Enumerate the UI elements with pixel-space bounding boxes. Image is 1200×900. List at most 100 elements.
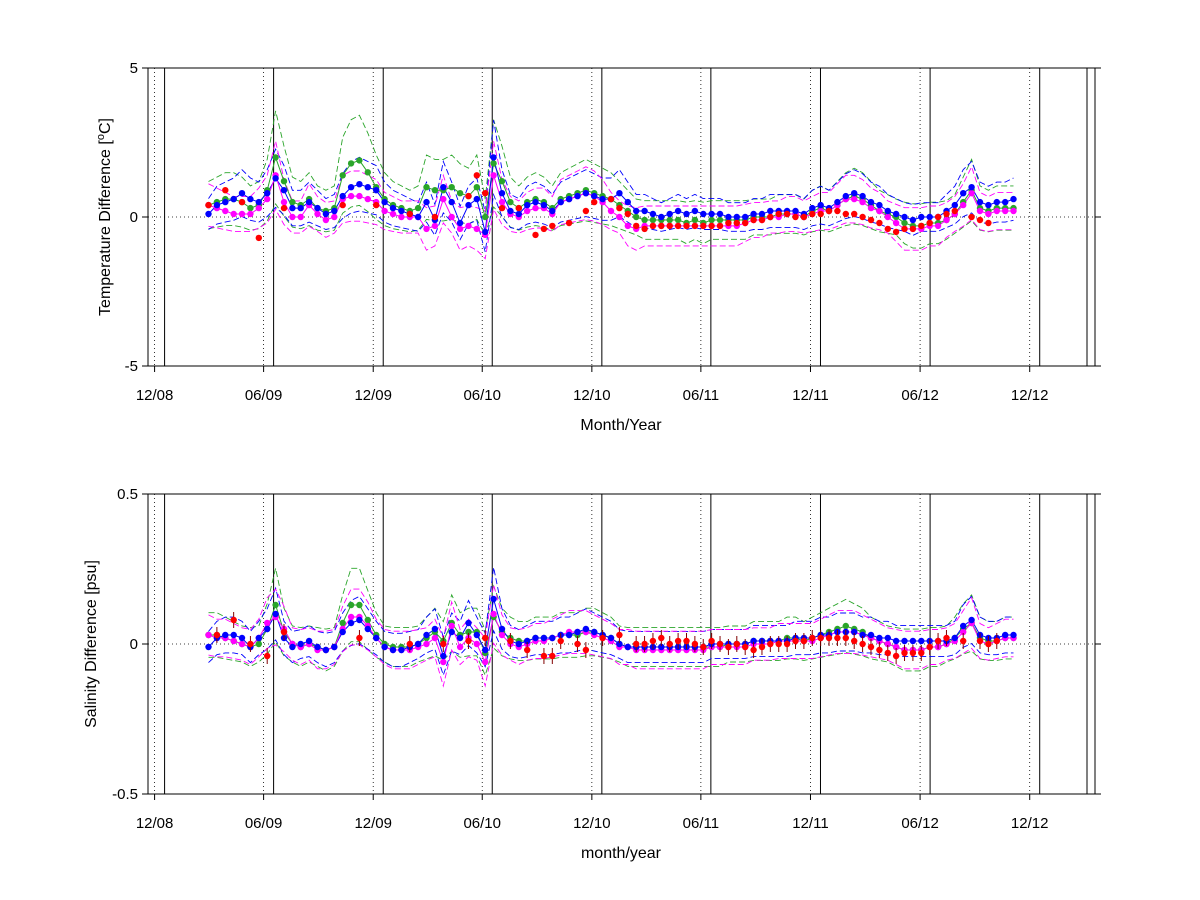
sal-blue-point bbox=[532, 634, 539, 642]
temp-red-point bbox=[725, 219, 732, 227]
temp-green-point bbox=[666, 216, 673, 224]
sal-blue-point bbox=[331, 643, 338, 651]
sal-green-point bbox=[364, 616, 371, 624]
sal-blue-point bbox=[465, 619, 472, 627]
temp-blue-point bbox=[557, 198, 564, 206]
temp-red-point bbox=[809, 210, 816, 218]
temp-green-point bbox=[289, 198, 296, 206]
sal-x-tick-label: 12/09 bbox=[354, 815, 392, 832]
sal-red-point bbox=[280, 628, 288, 636]
temp-green-point bbox=[280, 178, 288, 185]
sal-red-point bbox=[884, 649, 891, 657]
sal-red-point bbox=[901, 649, 908, 657]
temp-blue-point bbox=[591, 192, 598, 200]
salinity-y-axis-label: Salinity Difference [psu] bbox=[83, 560, 100, 728]
sal-magenta-point bbox=[473, 640, 480, 648]
temp-red-point bbox=[582, 207, 590, 215]
sal-blue-point bbox=[918, 637, 925, 645]
temp-green-point bbox=[507, 198, 514, 206]
temp-blue-point bbox=[230, 195, 237, 203]
temp-red-point bbox=[683, 222, 690, 230]
temp-blue-point bbox=[490, 154, 497, 161]
sal-blue-point bbox=[389, 646, 397, 654]
sal-blue-point bbox=[297, 640, 304, 648]
sal-magenta-point bbox=[448, 622, 455, 630]
temp-red-point bbox=[800, 213, 808, 221]
sal-y-tick-label: 0.5 bbox=[117, 486, 138, 503]
temp-blue-point bbox=[674, 207, 682, 215]
sal-blue-point bbox=[356, 616, 363, 624]
temp-red-point bbox=[775, 210, 782, 218]
salinity-x-axis-label: month/year bbox=[581, 845, 662, 862]
temp-magenta-point bbox=[456, 225, 464, 233]
temp-red-point bbox=[591, 198, 598, 206]
temp-blue-point bbox=[314, 204, 321, 212]
temp-blue-point bbox=[976, 198, 984, 206]
sal-blue-point bbox=[591, 628, 598, 636]
temp-blue-point bbox=[339, 192, 346, 200]
sal-blue-point bbox=[339, 628, 346, 636]
temp-blue-point bbox=[867, 198, 875, 206]
temp-green-point bbox=[498, 178, 506, 185]
temp-magenta-point bbox=[607, 207, 615, 215]
sal-red-point bbox=[783, 640, 791, 648]
sal-magenta-point bbox=[960, 628, 967, 636]
sal-blue-point bbox=[314, 643, 321, 651]
sal-blue-point bbox=[884, 634, 891, 642]
temp-blue-point bbox=[515, 210, 522, 218]
temp-red-point bbox=[280, 204, 288, 212]
sal-red-point bbox=[641, 640, 648, 648]
sal-blue-point bbox=[851, 628, 858, 636]
sal-red-point bbox=[825, 634, 833, 642]
sal-red-point bbox=[985, 640, 992, 648]
sal-blue-point bbox=[305, 637, 313, 645]
temp-green-point bbox=[674, 216, 682, 224]
temp-red-point bbox=[532, 231, 539, 239]
sal-magenta-point bbox=[440, 658, 447, 666]
temp-red-point bbox=[205, 201, 212, 209]
sal-red-point bbox=[524, 646, 531, 654]
temp-green-point bbox=[649, 216, 657, 224]
temp-red-point bbox=[867, 216, 875, 224]
temp-red-point bbox=[943, 210, 950, 218]
sal-red-point bbox=[842, 634, 849, 642]
temp-red-point bbox=[624, 210, 631, 218]
sal-blue-point bbox=[1002, 631, 1009, 639]
sal-x-tick-label: 12/12 bbox=[1011, 815, 1049, 832]
temp-blue-point bbox=[574, 192, 581, 200]
temp-magenta-point bbox=[616, 213, 623, 221]
sal-blue-point bbox=[616, 640, 623, 648]
temp-red-point bbox=[968, 213, 975, 221]
temp-blue-point bbox=[549, 207, 556, 215]
sal-blue-point bbox=[968, 616, 975, 624]
temp-y-tick-label: 5 bbox=[130, 60, 138, 77]
sal-red-point bbox=[918, 649, 925, 657]
sal-blue-point bbox=[423, 631, 430, 639]
temp-red-point bbox=[901, 225, 908, 233]
sal-magenta-point bbox=[347, 613, 355, 621]
temp-blue-point bbox=[482, 228, 489, 236]
sal-magenta-point bbox=[230, 637, 237, 645]
sal-red-point bbox=[549, 652, 556, 660]
temp-blue-point bbox=[599, 195, 606, 203]
temp-magenta-point bbox=[230, 210, 237, 218]
sal-blue-point bbox=[540, 634, 548, 642]
sal-red-point bbox=[557, 637, 564, 645]
temp-magenta-point bbox=[490, 172, 497, 179]
temp-red-point bbox=[431, 213, 439, 221]
temp-green-point bbox=[641, 216, 648, 224]
temp-blue-point bbox=[414, 213, 422, 221]
temp-x-tick-label: 12/08 bbox=[136, 387, 174, 404]
temp-blue-point bbox=[532, 198, 539, 206]
temp-blue-point bbox=[792, 207, 799, 215]
temp-blue-point bbox=[322, 210, 330, 218]
temp-green-point bbox=[272, 154, 279, 161]
temp-magenta-point bbox=[498, 198, 506, 206]
sal-red-point bbox=[507, 637, 514, 645]
sal-magenta-point bbox=[498, 631, 506, 639]
temp-blue-point bbox=[708, 210, 715, 218]
sal-magenta-point bbox=[892, 643, 900, 651]
temp-red-point bbox=[691, 222, 699, 230]
temp-red-point bbox=[498, 204, 506, 212]
